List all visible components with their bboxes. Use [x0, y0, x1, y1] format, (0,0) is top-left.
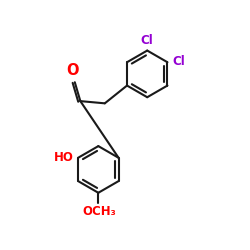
- Text: OCH₃: OCH₃: [82, 205, 116, 218]
- Text: O: O: [66, 63, 79, 78]
- Text: Cl: Cl: [172, 54, 185, 68]
- Text: HO: HO: [54, 151, 74, 164]
- Text: Cl: Cl: [141, 34, 154, 46]
